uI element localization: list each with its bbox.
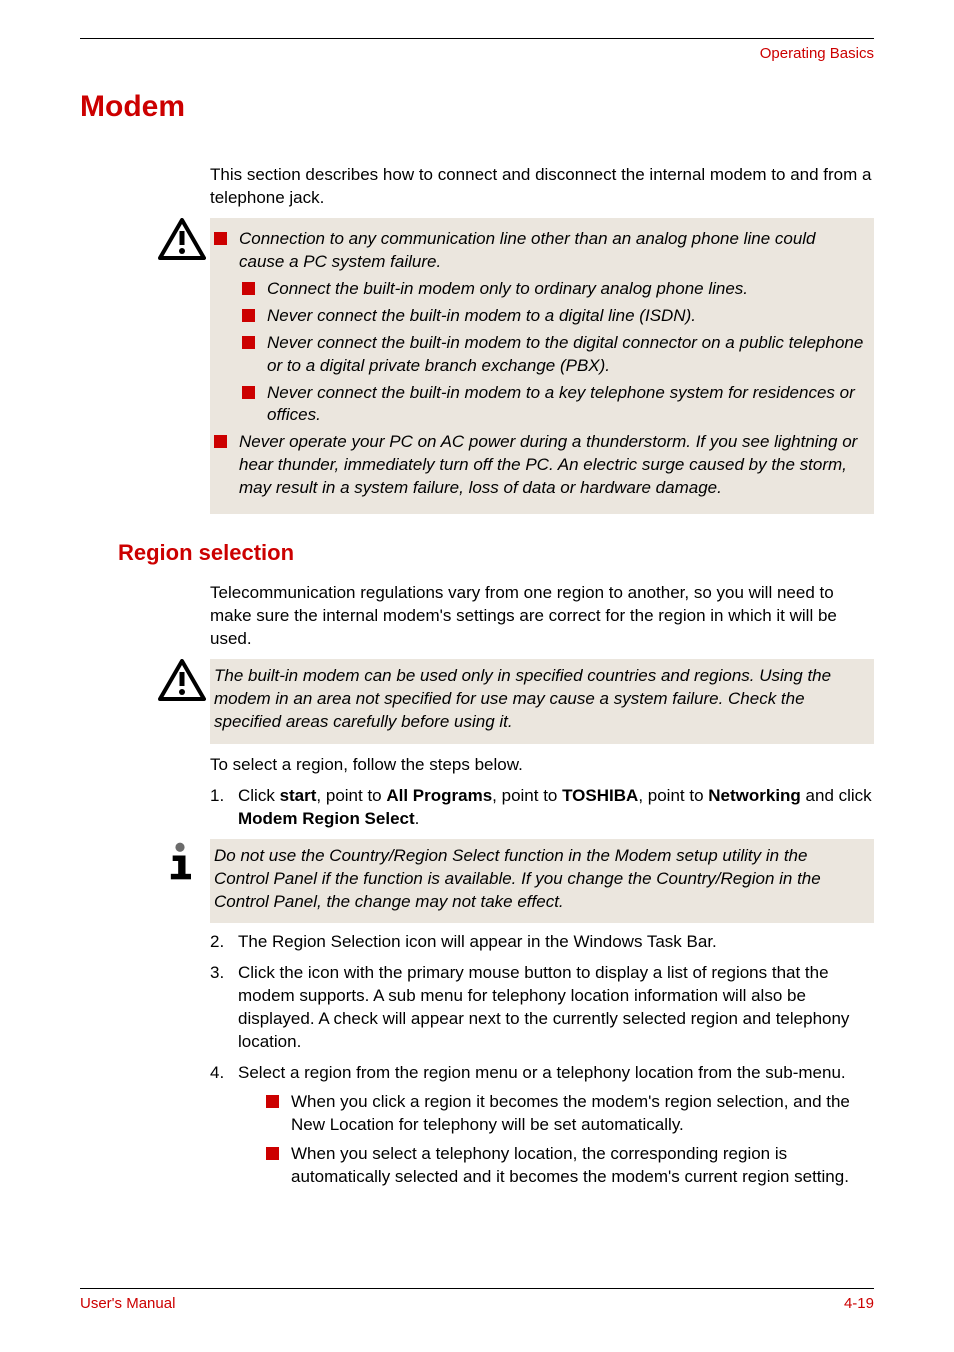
bullet-icon — [214, 232, 227, 245]
warning-nested-item: Never connect the built-in modem to a di… — [242, 305, 864, 328]
warning-item: Never operate your PC on AC power during… — [214, 431, 864, 500]
warning-callout-1: Connection to any communication line oth… — [80, 218, 874, 514]
info-icon — [158, 839, 206, 888]
bullet-icon — [242, 386, 255, 399]
step-2: 2. The Region Selection icon will appear… — [210, 931, 874, 954]
footer-rule — [80, 1288, 874, 1289]
bullet-icon — [242, 336, 255, 349]
warning-nested-item: Never connect the built-in modem to a ke… — [242, 382, 864, 428]
step4-bullet: When you select a telephony location, th… — [266, 1143, 874, 1189]
header-section: Operating Basics — [80, 45, 874, 62]
warning-text: Never operate your PC on AC power during… — [239, 431, 864, 500]
bullet-icon — [242, 309, 255, 322]
warning-nested-item: Connect the built-in modem only to ordin… — [242, 278, 864, 301]
header-rule — [80, 38, 874, 39]
step4-bullet-text: When you select a telephony location, th… — [291, 1143, 874, 1189]
page-footer: User's Manual 4-19 — [80, 1288, 874, 1312]
step-1-content: Click start, point to All Programs, poin… — [238, 785, 874, 831]
footer-left: User's Manual — [80, 1295, 175, 1312]
region-intro: Telecommunication regulations vary from … — [210, 582, 874, 651]
step-1: 1. Click start, point to All Programs, p… — [210, 785, 874, 831]
bullet-icon — [214, 435, 227, 448]
select-intro: To select a region, follow the steps bel… — [210, 754, 874, 777]
section-subtitle: Region selection — [118, 540, 874, 566]
warning-text: Connection to any communication line oth… — [239, 228, 864, 274]
warning-nested-text: Never connect the built-in modem to a ke… — [267, 382, 864, 428]
step-number: 3. — [210, 962, 238, 1054]
step-number: 2. — [210, 931, 238, 954]
warning-item: Connection to any communication line oth… — [214, 228, 864, 274]
step-3-content: Click the icon with the primary mouse bu… — [238, 962, 874, 1054]
footer-right: 4-19 — [844, 1295, 874, 1312]
warning-icon — [158, 659, 206, 706]
step-number: 4. — [210, 1062, 238, 1195]
step4-bullet: When you click a region it becomes the m… — [266, 1091, 874, 1137]
warning-icon — [158, 218, 206, 265]
step-number: 1. — [210, 785, 238, 831]
warning-nested-item: Never connect the built-in modem to the … — [242, 332, 864, 378]
step-4-content: Select a region from the region menu or … — [238, 1063, 846, 1082]
step4-bullet-text: When you click a region it becomes the m… — [291, 1091, 874, 1137]
warning-callout-2: The built-in modem can be used only in s… — [80, 659, 874, 744]
bullet-icon — [266, 1095, 279, 1108]
warning-nested-text: Never connect the built-in modem to the … — [267, 332, 864, 378]
warning-nested-text: Connect the built-in modem only to ordin… — [267, 278, 748, 301]
intro-text: This section describes how to connect an… — [210, 164, 874, 210]
bullet-icon — [242, 282, 255, 295]
step-2-content: The Region Selection icon will appear in… — [238, 931, 874, 954]
step-4: 4. Select a region from the region menu … — [210, 1062, 874, 1195]
page-title: Modem — [80, 90, 874, 124]
warning2-text: The built-in modem can be used only in s… — [210, 659, 874, 744]
info-callout: Do not use the Country/Region Select fun… — [80, 839, 874, 924]
bullet-icon — [266, 1147, 279, 1160]
info-text: Do not use the Country/Region Select fun… — [210, 839, 874, 924]
step-3: 3. Click the icon with the primary mouse… — [210, 962, 874, 1054]
warning-nested-text: Never connect the built-in modem to a di… — [267, 305, 696, 328]
